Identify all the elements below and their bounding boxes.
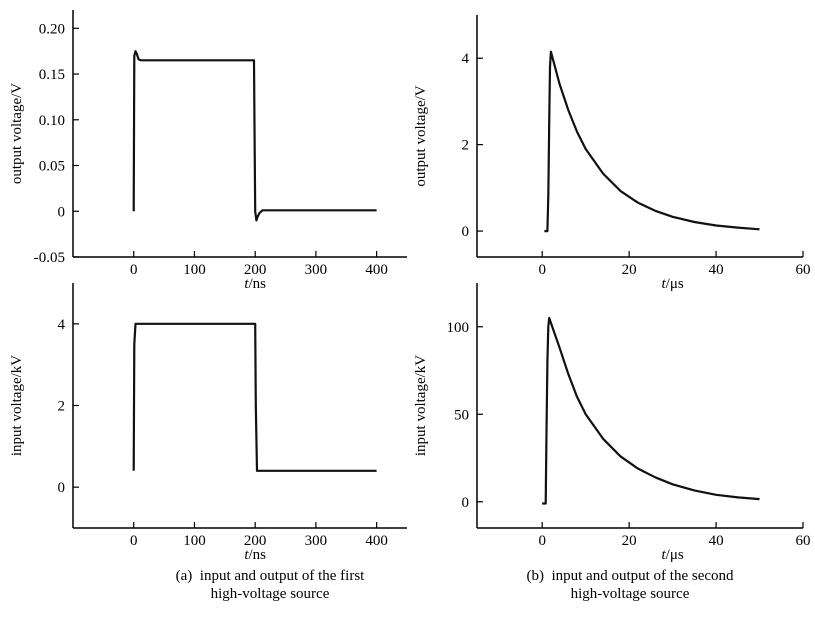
a_output-x-tick-label: 100 bbox=[183, 262, 206, 278]
b_input-x-tick-label: 0 bbox=[538, 533, 546, 549]
a_output-series-line bbox=[132, 50, 377, 222]
caption-b: (b) input and output of the second high-… bbox=[526, 568, 734, 602]
b_input-x-axis-title: t/μs bbox=[661, 547, 683, 563]
b_input-x-tick-label: 20 bbox=[622, 533, 637, 549]
b_input-x-tick-label: 60 bbox=[796, 533, 811, 549]
a_input-series-line bbox=[132, 322, 377, 472]
a_input-x-tick-label: 300 bbox=[305, 533, 328, 549]
b_input-y-axis-title: input voltage/kV bbox=[413, 355, 429, 456]
a_output-y-axis-title: output voltage/V bbox=[9, 83, 25, 184]
a_input-y-tick-label: 0 bbox=[58, 480, 66, 496]
a_output-y-tick-label: 0 bbox=[58, 204, 66, 220]
a_input-x-axis-title: t/ns bbox=[244, 547, 266, 563]
a_output-y-tick-label: -0.05 bbox=[34, 250, 65, 266]
a_input-y-tick-label: 2 bbox=[58, 399, 66, 415]
b_output-y-tick-label: 0 bbox=[462, 224, 470, 240]
b_input-x-tick-label: 40 bbox=[709, 533, 724, 549]
a_output-y-tick-label: 0.05 bbox=[39, 159, 65, 175]
b_input-series-line bbox=[542, 316, 760, 505]
a_output-y-tick-label: 0.20 bbox=[39, 21, 65, 37]
a_output-y-tick-label: 0.10 bbox=[39, 113, 65, 129]
b_output-x-tick-label: 0 bbox=[538, 262, 546, 278]
caption-a: (a) input and output of the first high-v… bbox=[175, 568, 365, 602]
b_output-x-tick-label: 20 bbox=[622, 262, 637, 278]
b_input-y-tick-label: 100 bbox=[447, 320, 470, 336]
b_output-series-line bbox=[544, 50, 760, 233]
a_input-x-tick-label: 200 bbox=[244, 533, 267, 549]
b_output-x-tick-label: 40 bbox=[709, 262, 724, 278]
a_input-y-axis-title: input voltage/kV bbox=[9, 355, 25, 456]
b_output-x-tick-label: 60 bbox=[796, 262, 811, 278]
a_output-x-axis-title: t/ns bbox=[244, 276, 266, 292]
b_output-x-axis-title: t/μs bbox=[661, 276, 683, 292]
a_output-x-tick-label: 400 bbox=[365, 262, 388, 278]
a_input-x-tick-label: 100 bbox=[183, 533, 206, 549]
a_output-x-tick-label: 200 bbox=[244, 262, 267, 278]
a_input-x-tick-label: 400 bbox=[365, 533, 388, 549]
b_input-y-tick-label: 0 bbox=[462, 495, 470, 511]
a_output-x-tick-label: 0 bbox=[130, 262, 138, 278]
a_input-y-tick-label: 4 bbox=[58, 317, 66, 333]
a_output-y-tick-label: 0.15 bbox=[39, 67, 65, 83]
b_output-y-axis-title: output voltage/V bbox=[413, 85, 429, 186]
b_output-y-tick-label: 4 bbox=[462, 51, 470, 67]
b_input-y-tick-label: 50 bbox=[454, 407, 469, 423]
a_output-x-tick-label: 300 bbox=[305, 262, 328, 278]
b_output-y-tick-label: 2 bbox=[462, 138, 470, 154]
a_input-x-tick-label: 0 bbox=[130, 533, 138, 549]
